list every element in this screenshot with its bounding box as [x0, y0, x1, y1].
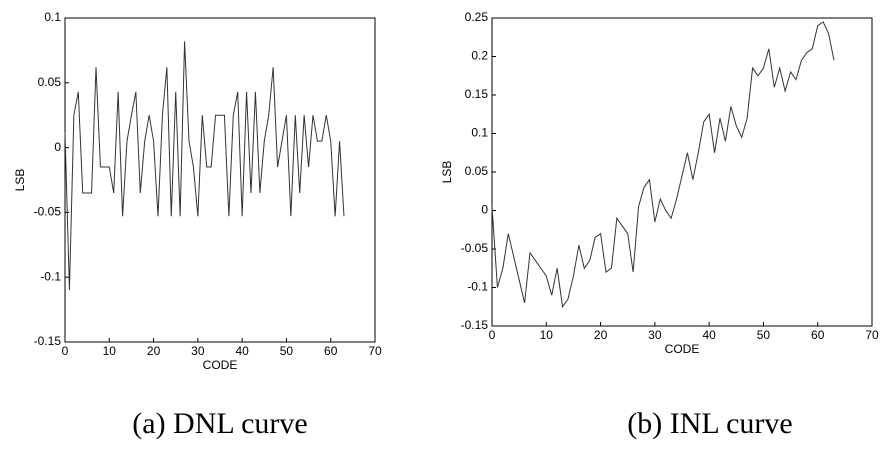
x-axis-label: CODE [203, 358, 238, 372]
x-tick-label: 20 [147, 344, 161, 358]
y-tick-label: -0.15 [461, 318, 489, 332]
y-tick-label: -0.1 [40, 269, 61, 283]
y-tick-label: 0 [481, 203, 488, 217]
data-line [64, 41, 345, 291]
y-tick-label: 0.25 [465, 10, 489, 24]
x-tick-label: 10 [540, 328, 554, 342]
y-tick-label: 0.1 [471, 126, 488, 140]
y-tick-label: 0.05 [38, 75, 62, 89]
plot-frame [64, 17, 376, 343]
y-tick-label: -0.15 [34, 334, 62, 348]
x-tick-label: 20 [594, 328, 608, 342]
y-axis-label: LSB [13, 169, 27, 192]
x-axis-label: CODE [665, 342, 700, 356]
y-tick-label: 0.2 [471, 49, 488, 63]
x-tick-label: 30 [191, 344, 205, 358]
x-tick-label: 10 [103, 344, 117, 358]
y-tick-label: 0.1 [44, 10, 61, 24]
y-tick-label: 0.05 [465, 164, 489, 178]
y-tick-label: 0 [54, 140, 61, 154]
x-tick-label: 30 [648, 328, 662, 342]
x-tick-label: 0 [62, 344, 69, 358]
caption: (b) INL curve [627, 407, 792, 440]
y-axis-label: LSB [440, 161, 454, 184]
x-tick-label: 50 [280, 344, 294, 358]
x-tick-label: 0 [489, 328, 496, 342]
plot-frame [491, 17, 873, 327]
y-tick-label: -0.05 [461, 241, 489, 255]
x-tick-label: 40 [235, 344, 249, 358]
y-tick-label: -0.05 [34, 205, 62, 219]
x-tick-label: 70 [368, 344, 382, 358]
y-tick-label: -0.1 [467, 280, 488, 294]
y-tick-label: 0.15 [465, 87, 489, 101]
x-tick-label: 60 [324, 344, 338, 358]
x-tick-label: 70 [865, 328, 879, 342]
x-tick-label: 60 [811, 328, 825, 342]
x-tick-label: 50 [757, 328, 771, 342]
caption: (a) DNL curve [132, 407, 307, 440]
data-line [491, 21, 835, 309]
x-tick-label: 40 [702, 328, 716, 342]
